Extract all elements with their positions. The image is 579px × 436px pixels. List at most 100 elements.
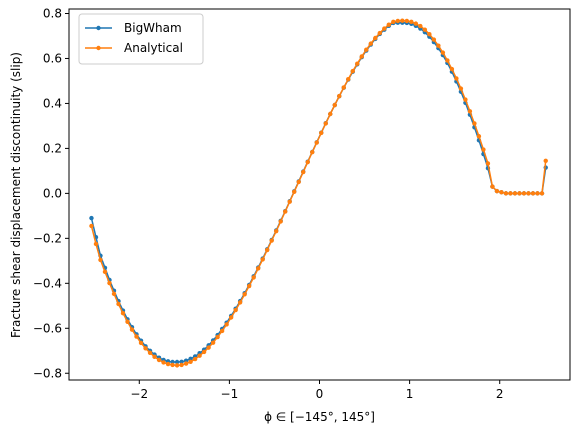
data-point xyxy=(315,140,319,144)
data-point xyxy=(184,361,188,365)
data-point xyxy=(260,257,264,261)
y-tick-label: 0.8 xyxy=(43,6,62,20)
data-point xyxy=(351,69,355,73)
legend: BigWham Analytical xyxy=(79,14,203,64)
data-point xyxy=(409,20,413,24)
data-point xyxy=(247,284,251,288)
data-point xyxy=(274,229,278,233)
data-point xyxy=(517,191,521,195)
data-point xyxy=(94,242,98,246)
data-point xyxy=(369,41,373,45)
y-tick-label: 0.6 xyxy=(43,51,62,65)
data-point xyxy=(211,340,215,344)
data-point xyxy=(89,216,93,220)
data-point xyxy=(346,77,350,81)
data-point xyxy=(522,191,526,195)
data-point xyxy=(391,20,395,24)
data-point xyxy=(292,190,296,194)
data-point xyxy=(486,161,490,165)
data-point xyxy=(526,191,530,195)
y-tick-label: −0.2 xyxy=(33,231,62,245)
data-point xyxy=(269,238,273,242)
data-point xyxy=(360,54,364,58)
data-point xyxy=(310,150,314,154)
data-point xyxy=(342,85,346,89)
data-point xyxy=(170,363,174,367)
y-tick-label: −0.4 xyxy=(33,276,62,290)
data-point xyxy=(427,32,431,36)
data-point xyxy=(355,61,359,65)
data-point xyxy=(463,97,467,101)
data-point xyxy=(238,300,242,304)
data-point xyxy=(396,19,400,23)
data-point xyxy=(544,159,548,163)
data-point xyxy=(161,360,165,364)
legend-marker-analytical xyxy=(96,46,100,50)
data-point xyxy=(229,315,233,319)
data-point xyxy=(481,147,485,151)
legend-label-bigwham: BigWham xyxy=(124,21,182,35)
data-point xyxy=(197,354,201,358)
data-point xyxy=(441,50,445,54)
data-point xyxy=(301,170,305,174)
data-point xyxy=(233,308,237,312)
data-point xyxy=(490,184,494,188)
data-point xyxy=(324,121,328,125)
data-point xyxy=(319,131,323,135)
data-point xyxy=(445,58,449,62)
data-point xyxy=(297,180,301,184)
data-point xyxy=(143,346,147,350)
x-tick-label: 2 xyxy=(496,387,504,401)
data-point xyxy=(265,248,269,252)
data-point xyxy=(400,18,404,22)
legend-marker-bigwham xyxy=(96,26,100,30)
data-point xyxy=(175,363,179,367)
data-point xyxy=(504,191,508,195)
data-point xyxy=(89,224,93,228)
data-point xyxy=(157,358,161,362)
data-point xyxy=(306,160,310,164)
data-point xyxy=(499,190,503,194)
x-tick-label: −1 xyxy=(221,387,239,401)
data-point xyxy=(256,266,260,270)
data-point xyxy=(188,360,192,364)
data-point xyxy=(418,24,422,28)
data-point xyxy=(436,43,440,47)
data-point xyxy=(414,21,418,25)
data-point xyxy=(206,345,210,349)
y-tick-label: 0.4 xyxy=(43,96,62,110)
data-point xyxy=(134,334,138,338)
data-point xyxy=(337,94,341,98)
data-point xyxy=(333,103,337,107)
data-point xyxy=(116,302,120,306)
data-point xyxy=(454,76,458,80)
data-point xyxy=(121,311,125,315)
data-point xyxy=(540,191,544,195)
y-tick-label: 0.2 xyxy=(43,141,62,155)
data-point xyxy=(98,258,102,262)
data-point xyxy=(224,322,228,326)
data-point xyxy=(107,281,111,285)
data-point xyxy=(328,112,332,116)
data-point xyxy=(450,67,454,71)
x-axis-label: ϕ ∈ [−145°, 145°] xyxy=(264,410,375,424)
data-point xyxy=(468,109,472,113)
y-tick-label: 0.0 xyxy=(43,186,62,200)
data-point xyxy=(220,329,224,333)
data-point xyxy=(459,86,463,90)
data-point xyxy=(193,357,197,361)
data-point xyxy=(535,191,539,195)
data-point xyxy=(508,191,512,195)
data-point xyxy=(130,327,134,331)
data-point xyxy=(531,191,535,195)
data-point xyxy=(215,335,219,339)
x-tick-label: 1 xyxy=(406,387,414,401)
data-point xyxy=(364,48,368,52)
data-point xyxy=(152,355,156,359)
y-tick-label: −0.8 xyxy=(33,366,62,380)
data-point xyxy=(477,134,481,138)
data-point xyxy=(382,26,386,30)
data-point xyxy=(387,23,391,27)
data-point xyxy=(495,189,499,193)
